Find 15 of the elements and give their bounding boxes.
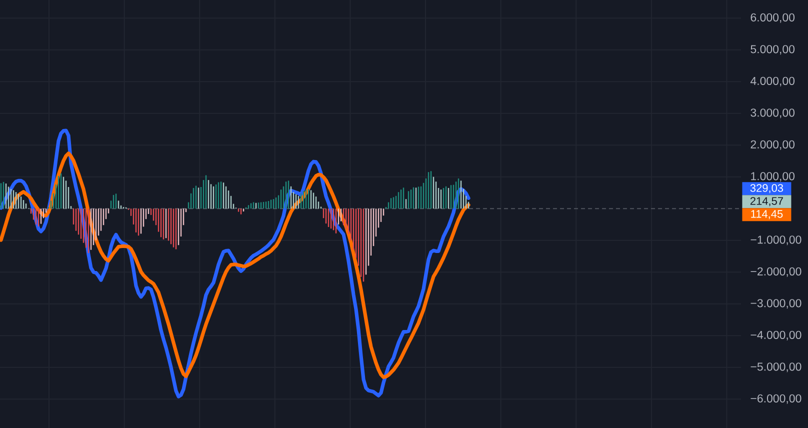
y-tick-label: −5.000,00 bbox=[750, 362, 802, 372]
y-tick-label: −3.000,00 bbox=[750, 299, 802, 309]
y-tick-label: 2.000,00 bbox=[750, 140, 795, 150]
text: 329,03 bbox=[750, 184, 784, 194]
y-tick-label: −2.000,00 bbox=[750, 267, 802, 277]
y-tick-label: −6.000,00 bbox=[750, 394, 802, 404]
y-tick-label: −1.000,00 bbox=[750, 236, 802, 246]
text: 214,57 bbox=[750, 197, 783, 206]
y-tick-label: 1.000,00 bbox=[751, 172, 795, 182]
text: 114,45 bbox=[751, 210, 783, 220]
y-tick-label: 4.000,00 bbox=[750, 76, 795, 86]
y-tick-label: 6.000,00 bbox=[750, 13, 795, 23]
y-tick-label: 3.000,00 bbox=[750, 108, 795, 118]
y-tick-label: 5.000,00 bbox=[750, 45, 795, 55]
y-tick-label: −4.000,00 bbox=[750, 330, 802, 340]
